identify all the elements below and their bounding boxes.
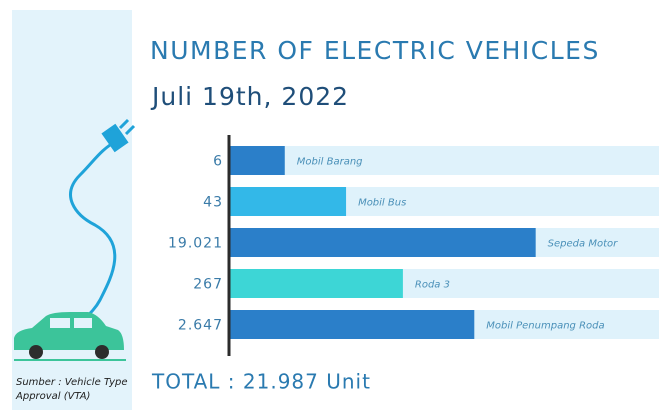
car-icon <box>14 312 126 361</box>
chart-title: NUMBER OF ELECTRIC VEHICLES <box>150 36 600 65</box>
bar <box>229 146 285 175</box>
value-label: 43 <box>203 195 223 211</box>
value-label: 19.021 <box>168 236 223 252</box>
value-label: 267 <box>193 277 223 293</box>
bar <box>229 310 475 339</box>
value-label: 2.647 <box>178 318 223 334</box>
chart-subtitle: Juli 19th, 2022 <box>150 82 349 111</box>
bar <box>229 228 536 257</box>
bar <box>229 187 347 216</box>
category-label: Roda 3 <box>415 280 450 291</box>
plug-icon <box>68 118 136 336</box>
total: TOTAL : 21.987 Unit <box>151 370 371 394</box>
source: Sumber : Vehicle Type <box>16 377 128 388</box>
category-label: Mobil Penumpang Roda <box>486 321 604 332</box>
category-label: Sepeda Motor <box>548 239 618 250</box>
plot: 6 Mobil Barang 43 Mobil Bus 19.021 Sepeda Mot… <box>168 146 659 339</box>
value-label: 6 <box>213 154 223 170</box>
category-label: Mobil Bus <box>358 198 406 209</box>
bar <box>229 269 403 298</box>
bar-track <box>229 146 659 175</box>
category-label: Mobil Barang <box>297 157 363 168</box>
source: Approval (VTA) <box>15 391 90 402</box>
